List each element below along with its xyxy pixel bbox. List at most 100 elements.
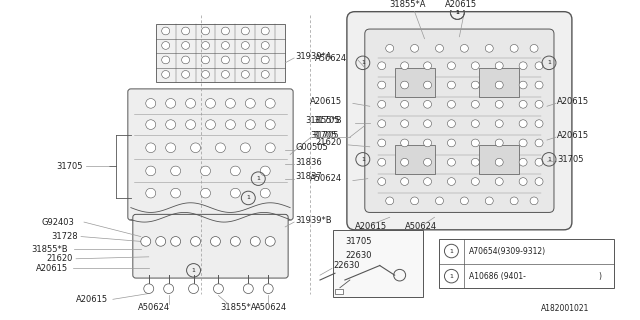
Text: 1: 1	[191, 268, 195, 273]
Circle shape	[221, 27, 229, 35]
Circle shape	[485, 197, 493, 205]
Text: A10686 (9401-: A10686 (9401-	[469, 272, 526, 281]
Circle shape	[519, 139, 527, 147]
Text: A50624: A50624	[138, 303, 170, 313]
Circle shape	[519, 158, 527, 166]
Circle shape	[447, 178, 456, 185]
Circle shape	[401, 158, 408, 166]
Circle shape	[447, 100, 456, 108]
Circle shape	[141, 236, 151, 246]
Circle shape	[519, 120, 527, 127]
Text: 31705: 31705	[312, 131, 339, 140]
Circle shape	[265, 99, 275, 108]
Circle shape	[241, 143, 250, 153]
Text: A20615: A20615	[557, 131, 589, 140]
Circle shape	[435, 197, 444, 205]
Circle shape	[495, 81, 503, 89]
Circle shape	[230, 188, 241, 198]
Circle shape	[146, 143, 156, 153]
Text: ): )	[599, 272, 602, 281]
Circle shape	[225, 120, 236, 129]
Circle shape	[401, 62, 408, 69]
Circle shape	[186, 120, 196, 129]
Text: A20615: A20615	[76, 295, 108, 304]
Circle shape	[261, 27, 269, 35]
Circle shape	[378, 158, 386, 166]
Text: 31837: 31837	[295, 172, 322, 181]
Text: 1: 1	[449, 249, 453, 253]
Circle shape	[216, 143, 225, 153]
Circle shape	[460, 44, 468, 52]
Circle shape	[535, 120, 543, 127]
Circle shape	[171, 236, 180, 246]
Circle shape	[146, 188, 156, 198]
Circle shape	[230, 166, 241, 176]
Circle shape	[424, 100, 431, 108]
Text: A70654(9309-9312): A70654(9309-9312)	[469, 246, 547, 256]
Circle shape	[245, 120, 255, 129]
Text: 1: 1	[547, 157, 551, 162]
Bar	[395, 145, 435, 174]
Circle shape	[261, 42, 269, 49]
Circle shape	[378, 139, 386, 147]
Circle shape	[263, 284, 273, 293]
FancyBboxPatch shape	[347, 12, 572, 230]
Circle shape	[202, 42, 209, 49]
Circle shape	[243, 284, 253, 293]
Circle shape	[447, 120, 456, 127]
Text: 31705: 31705	[557, 155, 584, 164]
Text: 31705: 31705	[345, 237, 371, 246]
Circle shape	[260, 188, 270, 198]
Text: 1: 1	[456, 10, 460, 15]
Circle shape	[535, 100, 543, 108]
Circle shape	[401, 178, 408, 185]
Circle shape	[535, 139, 543, 147]
Circle shape	[205, 99, 216, 108]
Text: 1: 1	[257, 176, 260, 181]
Circle shape	[495, 178, 503, 185]
Circle shape	[221, 70, 229, 78]
Text: 31705: 31705	[310, 131, 337, 140]
Circle shape	[182, 70, 189, 78]
Circle shape	[424, 62, 431, 69]
Circle shape	[471, 81, 479, 89]
Text: 21620: 21620	[46, 254, 72, 263]
Circle shape	[411, 44, 419, 52]
Circle shape	[261, 56, 269, 64]
Circle shape	[424, 81, 431, 89]
Circle shape	[510, 44, 518, 52]
Circle shape	[162, 42, 170, 49]
Bar	[479, 68, 519, 97]
Circle shape	[530, 197, 538, 205]
Text: 31939*B: 31939*B	[295, 216, 332, 225]
Circle shape	[495, 100, 503, 108]
Circle shape	[261, 70, 269, 78]
Circle shape	[202, 27, 209, 35]
Text: 31855*A: 31855*A	[390, 0, 426, 9]
Circle shape	[241, 27, 250, 35]
Text: 1: 1	[361, 60, 365, 65]
Circle shape	[386, 44, 394, 52]
Text: A20615: A20615	[355, 222, 387, 231]
Circle shape	[146, 99, 156, 108]
Circle shape	[214, 284, 223, 293]
Circle shape	[378, 100, 386, 108]
Bar	[335, 289, 343, 293]
Circle shape	[435, 44, 444, 52]
Text: A20615: A20615	[36, 264, 68, 273]
Circle shape	[265, 143, 275, 153]
Circle shape	[495, 158, 503, 166]
Circle shape	[495, 120, 503, 127]
Circle shape	[424, 158, 431, 166]
Circle shape	[401, 100, 408, 108]
Circle shape	[166, 143, 175, 153]
Circle shape	[171, 166, 180, 176]
Text: G00505: G00505	[295, 143, 328, 152]
Circle shape	[211, 236, 220, 246]
Text: 31855*B: 31855*B	[305, 116, 342, 125]
Circle shape	[260, 166, 270, 176]
Circle shape	[471, 120, 479, 127]
Circle shape	[205, 120, 216, 129]
FancyBboxPatch shape	[133, 214, 288, 278]
Text: 31939*A: 31939*A	[295, 52, 332, 60]
